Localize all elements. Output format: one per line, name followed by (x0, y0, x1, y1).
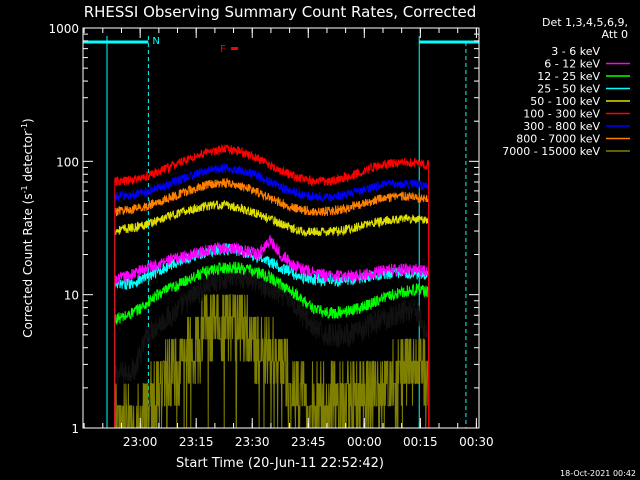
night-markers (83, 36, 479, 428)
x-tick-label: 00:30 (459, 435, 494, 449)
legend-item: 12 - 25 keV (537, 70, 630, 83)
legend-label: 3 - 6 keV (551, 45, 600, 58)
night-label: N (152, 36, 159, 47)
legend-item: 6 - 12 keV (544, 58, 630, 71)
annotations: N F (152, 36, 239, 55)
legend-label: 6 - 12 keV (544, 58, 600, 71)
legend-label: 300 - 800 keV (523, 120, 600, 133)
legend-item: 100 - 300 keV (523, 108, 630, 121)
y-tick-label: 10 (64, 289, 79, 303)
x-tick-label: 23:00 (123, 435, 158, 449)
legend-label: 100 - 300 keV (523, 108, 600, 121)
legend-label: 50 - 100 keV (530, 95, 600, 108)
series-line-6-12-kev (114, 235, 430, 428)
legend-item: 25 - 50 keV (537, 83, 630, 96)
y-tick-label: 1000 (48, 22, 79, 36)
series-line-100-300-kev (114, 143, 430, 428)
legend-label: 800 - 7000 keV (516, 133, 600, 146)
chart-title: RHESSI Observing Summary Count Rates, Co… (84, 3, 477, 21)
flare-label: F (220, 44, 226, 55)
legend-item: 7000 - 15000 keV (502, 145, 630, 158)
plot-frame (82, 27, 480, 429)
x-tick-label: 00:15 (403, 435, 438, 449)
y-tick-label: 100 (56, 155, 79, 169)
legend-item: 50 - 100 keV (530, 95, 630, 108)
flare-marker (231, 47, 239, 50)
y-tick-label: 1 (71, 422, 79, 436)
legend-label: 25 - 50 keV (537, 83, 600, 96)
footer-date: 18-Oct-2021 00:42 (560, 469, 636, 478)
series-line-12-25-kev (114, 261, 430, 428)
legend-item: 3 - 6 keV (551, 45, 630, 58)
legend-item: 800 - 7000 keV (516, 133, 630, 146)
series-line-800-7000-kev (114, 177, 430, 428)
legend-header-line-2: Att 0 (602, 28, 628, 41)
series-line-50-100-kev (114, 200, 430, 428)
x-axis-label: Start Time (20-Jun-11 22:52:42) (176, 456, 384, 471)
y-axis-label: Corrected Count Rate (s-1 detector-1) (20, 118, 35, 337)
legend-label: 12 - 25 keV (537, 70, 600, 83)
x-tick-label: 23:45 (291, 435, 326, 449)
legend-header-line-1: Det 1,3,4,5,6,9, (542, 16, 628, 29)
series-line-3-6-kev (114, 264, 430, 428)
series-lines (114, 143, 430, 429)
series-line-300-800-kev (114, 162, 430, 428)
legend-item: 300 - 800 keV (523, 120, 630, 133)
x-tick-label: 23:30 (235, 435, 270, 449)
x-tick-label: 00:00 (347, 435, 382, 449)
legend-label: 7000 - 15000 keV (502, 145, 600, 158)
x-tick-label: 23:15 (179, 435, 214, 449)
axes: 1 10 100 1000 23:00 23:15 23:30 23:45 00:00 00:15… (48, 22, 493, 449)
series-line-25-50-kev (114, 243, 430, 428)
